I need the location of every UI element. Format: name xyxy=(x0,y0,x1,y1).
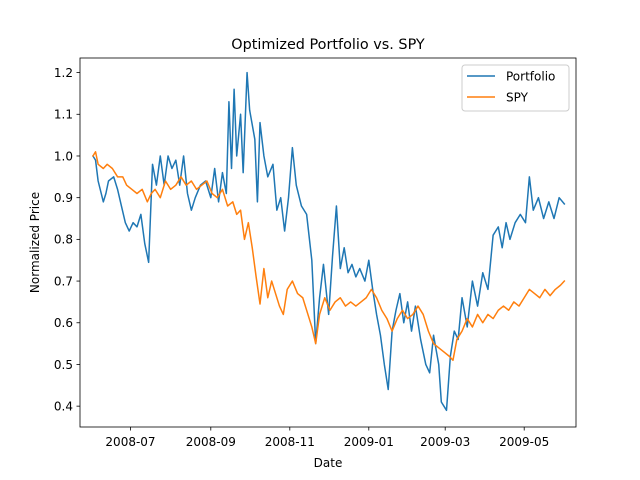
plot-background xyxy=(80,58,576,427)
y-tick-label: 1.2 xyxy=(54,66,73,80)
x-axis: 2008-07 2008-09 2008-11 2009-01 2009-03 2009-… xyxy=(105,427,549,449)
legend-label-portfolio: Portfolio xyxy=(506,69,555,83)
x-tick-label: 2009-01 xyxy=(344,435,394,449)
plot-area xyxy=(80,58,576,427)
axes-group xyxy=(79,57,577,428)
series-group xyxy=(91,71,566,412)
legend-label-spy: SPY xyxy=(506,90,529,104)
y-tick-label: 0.6 xyxy=(54,316,73,330)
y-tick-label: 0.8 xyxy=(54,233,73,247)
y-axis-title: Normalized Price xyxy=(28,192,42,293)
x-tick-label: 2008-09 xyxy=(186,435,236,449)
series-line-spy xyxy=(91,151,566,362)
y-tick-label: 0.5 xyxy=(54,358,73,372)
x-tick-label: 2009-05 xyxy=(499,435,549,449)
legend: Portfolio SPY xyxy=(461,64,570,112)
y-tick-label: 0.9 xyxy=(54,191,73,205)
plot-frame xyxy=(79,57,577,428)
series-line-portfolio xyxy=(91,71,566,412)
x-axis-title: Date xyxy=(314,456,343,470)
y-tick-label: 1.1 xyxy=(54,108,73,122)
y-tick-label: 0.7 xyxy=(54,274,73,288)
x-tick-label: 2008-11 xyxy=(265,435,315,449)
x-tick-label: 2009-03 xyxy=(420,435,470,449)
chart-title: Optimized Portfolio vs. SPY xyxy=(231,37,425,53)
x-tick-label: 2008-07 xyxy=(105,435,155,449)
y-tick-label: 1.0 xyxy=(54,149,73,163)
y-tick-label: 0.4 xyxy=(54,399,73,413)
y-axis: 0.4 0.5 0.6 0.7 0.8 0.9 1.0 1.1 1.2 xyxy=(54,66,80,413)
